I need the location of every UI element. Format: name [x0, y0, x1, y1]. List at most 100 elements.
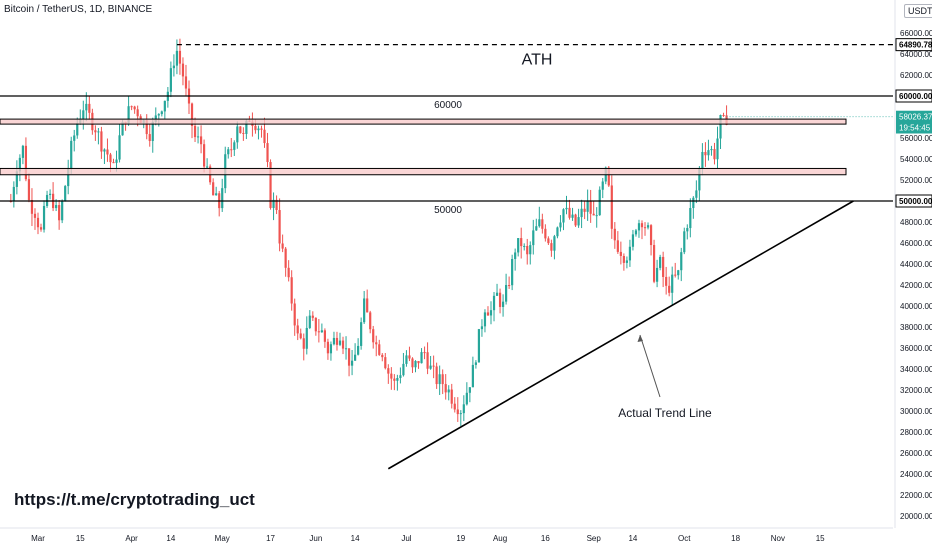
price-tick-label: 48000.00: [900, 218, 932, 227]
trend-line-group: [387, 200, 854, 470]
candle: [562, 208, 565, 231]
candle: [393, 374, 396, 391]
candle-body: [692, 197, 695, 208]
candle: [360, 317, 363, 350]
candle-body: [212, 182, 215, 196]
candle: [203, 139, 206, 173]
candle-body: [511, 259, 514, 286]
candle-body: [82, 110, 85, 119]
candle: [489, 301, 493, 325]
candle-body: [574, 214, 577, 226]
candle: [335, 331, 339, 351]
candle-body: [710, 149, 713, 151]
candle: [73, 129, 76, 152]
candle-body: [30, 199, 34, 214]
time-tick-label: Nov: [771, 534, 785, 543]
time-tick-label: 14: [628, 534, 637, 543]
countdown-tag-bg: [896, 121, 932, 134]
telegram-link[interactable]: https://t.me/cryptotrading_uct: [14, 490, 255, 509]
candle-body: [408, 355, 411, 359]
currency-badge[interactable]: USDT: [904, 4, 932, 18]
candle-body: [523, 245, 526, 247]
candle-body: [33, 213, 37, 218]
candle: [707, 139, 710, 161]
candle: [656, 259, 659, 288]
candle-body: [335, 337, 339, 345]
candle: [671, 266, 674, 305]
candle-body: [674, 274, 677, 276]
price-tick-label: 38000.00: [900, 323, 932, 332]
candle: [640, 220, 644, 240]
candle-body: [133, 106, 136, 110]
candle: [354, 343, 357, 361]
candle-body: [55, 205, 58, 209]
candle: [713, 142, 716, 165]
candle-body: [568, 207, 571, 218]
candle-body: [196, 136, 200, 138]
candle-body: [498, 292, 502, 307]
candle: [444, 374, 447, 400]
candle-body: [722, 114, 725, 116]
candle-body: [278, 210, 281, 244]
candle: [586, 189, 589, 221]
price-tags: 64890.78 60000.00 58026.37 19:54:45 50000.00: [895, 38, 932, 208]
candle: [408, 346, 411, 362]
candle-body: [414, 361, 417, 368]
candle: [332, 331, 336, 346]
candle-body: [662, 256, 665, 277]
candle: [372, 325, 375, 349]
candle: [692, 196, 695, 219]
price-tick-label: 20000.00: [900, 512, 932, 521]
candle: [435, 362, 438, 389]
candle-body: [48, 193, 52, 195]
candle-body: [535, 226, 538, 231]
candle-body: [656, 267, 659, 282]
candle: [221, 178, 224, 212]
candle-body: [88, 103, 91, 113]
candle: [652, 239, 656, 284]
candle-body: [616, 240, 619, 252]
candle-body: [695, 190, 698, 198]
candle-body: [423, 352, 426, 354]
candle-body: [172, 65, 175, 69]
candle: [366, 289, 369, 313]
candle-body: [716, 138, 719, 160]
current-price-tag-text: 58026.37: [899, 113, 932, 122]
candle: [511, 254, 514, 291]
candle-body: [429, 365, 432, 369]
candle-body: [465, 392, 468, 405]
price-tick-label: 54000.00: [900, 155, 932, 164]
candle: [284, 246, 287, 277]
candle: [517, 238, 520, 257]
candle: [299, 328, 302, 340]
trend-line: [387, 200, 854, 470]
candle-body: [357, 345, 360, 355]
candle: [420, 348, 423, 364]
candle: [326, 338, 330, 360]
candle: [716, 126, 719, 169]
candle-body: [634, 230, 638, 235]
candle: [199, 125, 203, 154]
price-tick-label: 28000.00: [900, 428, 932, 437]
candle-body: [701, 151, 704, 169]
candle: [196, 126, 200, 144]
time-tick-label: Mar: [31, 534, 45, 543]
candle-body: [671, 274, 674, 293]
candle: [350, 349, 354, 376]
candle-body: [704, 151, 707, 156]
candle-body: [477, 329, 481, 363]
candle-body: [659, 256, 662, 268]
candle-body: [272, 199, 275, 208]
candle-body: [707, 150, 710, 156]
candle: [67, 159, 70, 195]
candle: [589, 189, 592, 223]
candle: [266, 132, 269, 168]
candle-body: [483, 312, 487, 327]
candle: [677, 269, 680, 280]
candle: [308, 310, 311, 330]
candle-body: [640, 223, 644, 228]
level-50000-price-tag: 50000.00: [895, 194, 932, 208]
candle: [112, 158, 115, 164]
candle: [233, 140, 236, 157]
